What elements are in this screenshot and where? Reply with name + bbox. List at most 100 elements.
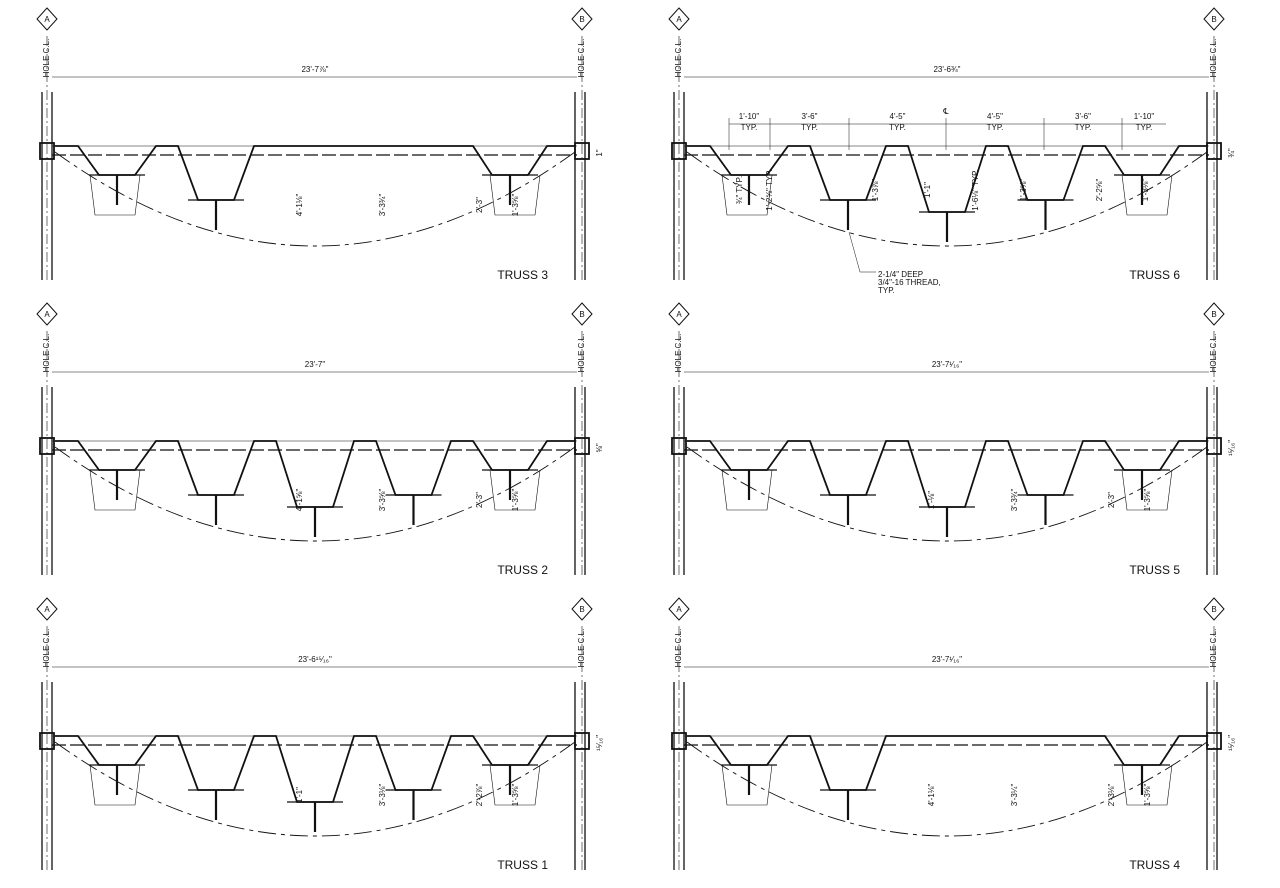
web — [687, 440, 1207, 508]
spacing-note: TYP. — [1075, 123, 1092, 132]
vertical-dimension: 4'-1⅛" — [295, 194, 304, 217]
vertical-dimension: 1'-3⅝" — [511, 784, 520, 807]
grid-marker — [668, 597, 690, 621]
grid-marker — [571, 302, 593, 326]
vertical-dimension: ¾" TYP. — [735, 176, 744, 204]
vertical-dimension: 2'-3" — [475, 492, 484, 508]
end-plate — [574, 437, 590, 455]
bottom-arc — [686, 151, 1208, 247]
lower-flange — [89, 764, 141, 806]
hole-label: HOLE C.L. — [42, 39, 51, 78]
end-plate — [574, 142, 590, 160]
spacing-note: TYP. — [741, 123, 758, 132]
bottom-arc — [686, 741, 1208, 837]
grid-marker — [1203, 302, 1225, 326]
callout-note: TYP. — [878, 286, 895, 295]
vertical-dimension: 3'-3¼" — [1010, 784, 1019, 807]
web — [55, 735, 575, 803]
grid-label: B — [579, 310, 584, 319]
hole-label: HOLE C.L. — [1209, 334, 1218, 373]
spacing-dimension: 1'-10" — [1134, 112, 1155, 121]
truss-title: TRUSS 4 — [1129, 858, 1180, 872]
vertical-dimension: 1'-3⅝" — [1143, 489, 1152, 512]
lower-flange — [721, 469, 773, 511]
web — [687, 735, 1207, 791]
end-plate — [574, 732, 590, 750]
spacing-dimension: 4'-5" — [987, 112, 1003, 121]
spacing-dimension: 3'-6" — [802, 112, 818, 121]
hole-label: HOLE C.L. — [577, 334, 586, 373]
end-plate — [39, 437, 55, 455]
callout-note: 3/4"-16 THREAD, — [878, 278, 941, 287]
vertical-dimension: 3'-3¾" — [1010, 489, 1019, 512]
vertical-dimension: 1'-1" — [295, 787, 304, 803]
grid-label: B — [1211, 605, 1216, 614]
grid-label: B — [1211, 15, 1216, 24]
truss-title: TRUSS 6 — [1129, 268, 1180, 282]
span-dimension: 23'-7⅞" — [301, 65, 328, 74]
vertical-dimension: 3'-3⅝" — [378, 489, 387, 512]
hole-label: HOLE C.L. — [42, 334, 51, 373]
lower-flange — [721, 764, 773, 806]
truss-title: TRUSS 2 — [497, 563, 548, 577]
lower-flange — [489, 764, 541, 806]
hole-label: HOLE C.L. — [42, 629, 51, 668]
span-dimension: 23'-7¹⁄₁₆" — [932, 360, 962, 369]
end-plate — [671, 732, 687, 750]
truss-panel: A HOLE C.L. B HOLE C.L. 23'-7⅞" 1" 4'-1⅛" 3'-3¾… — [36, 7, 604, 282]
lower-flange — [89, 469, 141, 511]
grid-marker — [36, 7, 58, 31]
web — [55, 145, 575, 201]
grid-label: B — [579, 605, 584, 614]
spacing-note: TYP. — [1136, 123, 1153, 132]
grid-marker — [36, 597, 58, 621]
leader — [848, 231, 876, 273]
end-dimension: ¹⁵⁄₁₆" — [1227, 735, 1236, 751]
truss-panel: A HOLE C.L. B HOLE C.L. 23'-6¹⁵⁄₁₆" ¹⁵⁄₁₆" 1'-… — [36, 597, 604, 872]
grid-label: A — [44, 605, 50, 614]
truss-panel: A HOLE C.L. B HOLE C.L. 23'-7¹⁄₁₆" ¹⁵⁄₁₆" 1'-⅛… — [668, 302, 1236, 577]
lower-flange — [489, 174, 541, 216]
bottom-arc — [54, 741, 576, 837]
grid-label: B — [579, 15, 584, 24]
vertical-dimension: 1'-2⅝" TYP. — [765, 169, 774, 210]
spacing-note: TYP. — [889, 123, 906, 132]
vertical-dimension: 1'-3⅝" — [1143, 784, 1152, 807]
vertical-dimension: 1'-3⅝" — [511, 194, 520, 217]
end-dimension: ¹⁵⁄₁₆" — [595, 735, 604, 751]
web — [55, 440, 575, 508]
bottom-arc — [54, 446, 576, 542]
hole-label: HOLE C.L. — [1209, 39, 1218, 78]
grid-label: A — [44, 15, 50, 24]
truss-panel: A HOLE C.L. B HOLE C.L. 23'-7" ⅝" 4'-1⅝" 3'-3⅝"… — [36, 302, 604, 577]
truss-title: TRUSS 3 — [497, 268, 548, 282]
lower-flange — [89, 174, 141, 216]
vertical-dimension: 2'-3⅛" — [1107, 784, 1116, 807]
hole-label: HOLE C.L. — [577, 39, 586, 78]
bottom-arc — [686, 446, 1208, 542]
lower-flange — [721, 174, 773, 216]
truss-panel: A HOLE C.L. B HOLE C.L. 23'-6¾" ¾" ¾" TYP. 1'-2… — [668, 7, 1236, 295]
grid-marker — [668, 302, 690, 326]
lower-flange — [489, 469, 541, 511]
grid-marker — [1203, 7, 1225, 31]
vertical-dimension: 4'-1⅛" — [927, 784, 936, 807]
hole-label: HOLE C.L. — [674, 39, 683, 78]
grid-marker — [668, 7, 690, 31]
spacing-note: TYP. — [801, 123, 818, 132]
grid-marker — [1203, 597, 1225, 621]
lower-flange — [1121, 469, 1173, 511]
end-plate — [1206, 732, 1222, 750]
span-dimension: 23'-7¹⁄₁₆" — [932, 655, 962, 664]
grid-marker — [571, 597, 593, 621]
vertical-dimension: 1'-1" — [923, 182, 932, 198]
grid-label: A — [676, 310, 682, 319]
centerline-symbol: ℄ — [942, 107, 949, 116]
web — [687, 145, 1207, 213]
grid-label: A — [44, 310, 50, 319]
end-plate — [671, 142, 687, 160]
vertical-dimension: 1'-3⅝" — [1019, 179, 1028, 202]
vertical-dimension: 1'-3⅞" — [871, 179, 880, 202]
grid-marker — [571, 7, 593, 31]
